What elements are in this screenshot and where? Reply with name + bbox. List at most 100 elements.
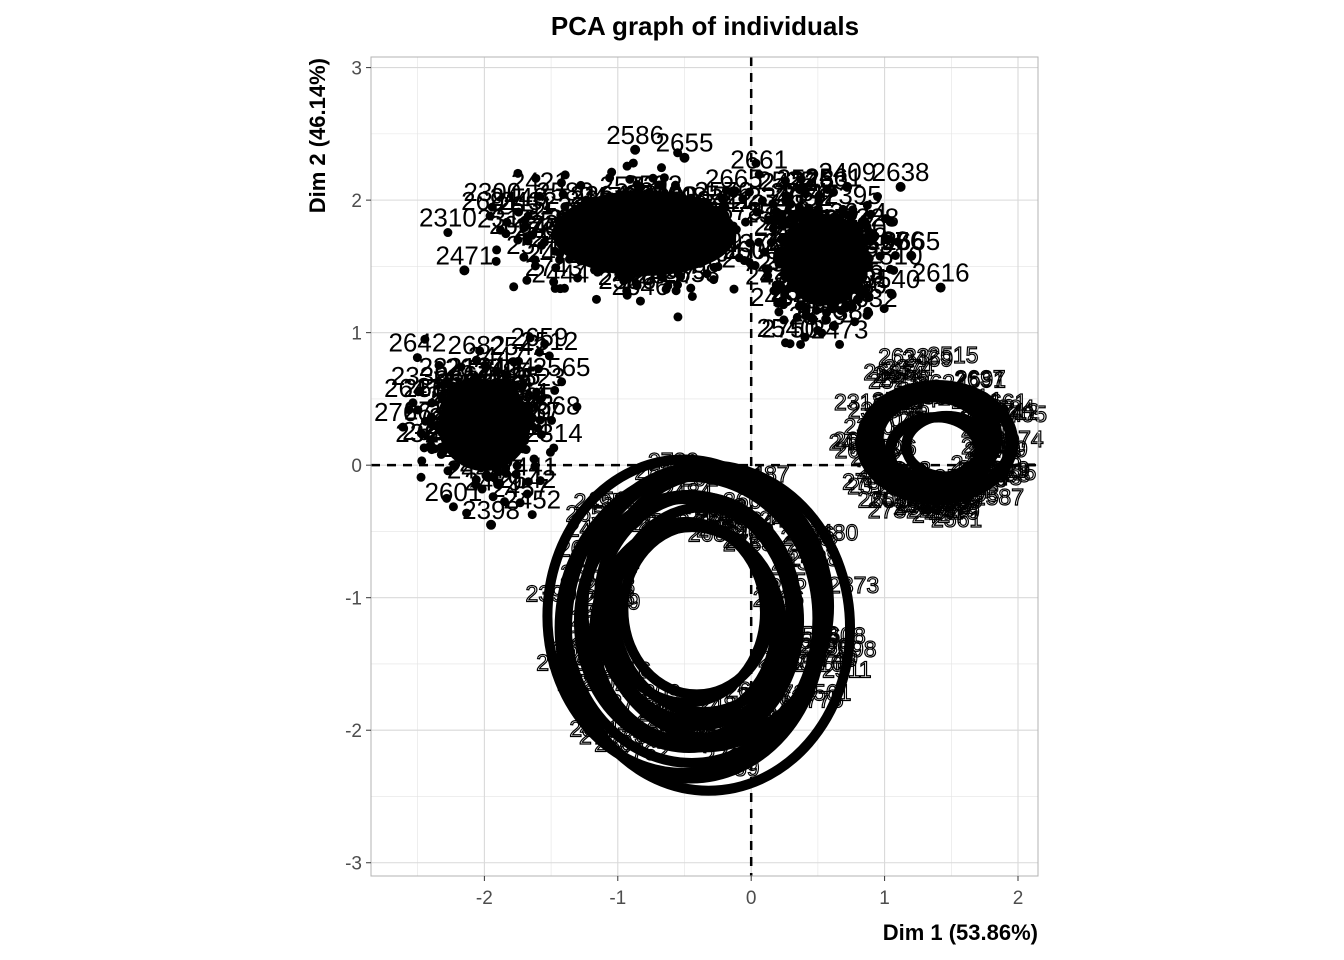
data-point bbox=[586, 224, 596, 234]
data-point bbox=[729, 284, 739, 294]
data-point bbox=[502, 424, 512, 434]
data-point bbox=[594, 202, 604, 212]
data-point bbox=[416, 428, 426, 438]
ring-point-label: 2477 bbox=[759, 506, 810, 532]
labeled-point-marker bbox=[486, 519, 497, 530]
ring-point-label: 2636 bbox=[647, 706, 698, 732]
point-label: 2620 bbox=[601, 247, 659, 277]
ring-point-label: 2741 bbox=[876, 392, 927, 418]
point-label: 2647 bbox=[616, 219, 674, 249]
point-label: 2322 bbox=[530, 209, 588, 239]
labeled-point-marker bbox=[935, 282, 946, 293]
ring-point-label: 2495 bbox=[573, 488, 624, 514]
data-point bbox=[529, 454, 539, 464]
point-label: 2569 bbox=[583, 237, 641, 267]
labeled-point-marker bbox=[842, 181, 853, 192]
ring-point-label: 2396 bbox=[783, 521, 834, 547]
ring-point-label: 2624 bbox=[984, 395, 1035, 421]
point-label: 2678 bbox=[649, 219, 707, 249]
data-point bbox=[850, 317, 860, 327]
data-point bbox=[611, 245, 621, 255]
point-label: 2768 bbox=[470, 394, 528, 424]
point-label: 2541 bbox=[783, 223, 841, 253]
ring-point-label: 2604 bbox=[737, 683, 788, 709]
data-point bbox=[731, 225, 741, 235]
ring-point-label: 2659 bbox=[977, 436, 1028, 462]
point-label: 2671 bbox=[434, 365, 492, 395]
data-point bbox=[426, 441, 436, 451]
point-label: 2585 bbox=[781, 255, 839, 285]
point-label: 2717 bbox=[816, 212, 874, 242]
ring-point-label: 2459 bbox=[956, 466, 1007, 492]
data-point bbox=[632, 180, 642, 190]
data-point bbox=[460, 404, 470, 414]
point-label: 2539 bbox=[789, 300, 847, 330]
point-label: 2617 bbox=[574, 236, 632, 266]
data-point bbox=[607, 167, 617, 177]
data-point bbox=[527, 421, 537, 431]
ring-point-label: 2483 bbox=[929, 468, 980, 494]
point-label: 2389 bbox=[593, 245, 651, 275]
point-label: 2485 bbox=[473, 357, 531, 387]
point-label: 2362 bbox=[678, 244, 736, 274]
data-point bbox=[586, 253, 596, 263]
ring-point-label: 2534 bbox=[886, 386, 937, 412]
ring-point-label: 2427 bbox=[686, 718, 737, 744]
ring-point-label: 2424 bbox=[971, 400, 1022, 426]
y-tick-label: -1 bbox=[345, 589, 362, 610]
data-point bbox=[555, 221, 565, 231]
ring-point-label: 2440 bbox=[969, 435, 1020, 461]
data-point bbox=[804, 280, 814, 290]
data-point bbox=[528, 413, 538, 423]
point-label: 2540 bbox=[862, 264, 920, 294]
labeled-point-marker bbox=[852, 294, 863, 305]
ring-point-label: 2665 bbox=[668, 706, 719, 732]
ring-point-label: 2474 bbox=[640, 696, 691, 722]
point-label: 2390 bbox=[768, 205, 826, 235]
points bbox=[398, 144, 1019, 796]
data-point bbox=[698, 221, 708, 231]
data-point bbox=[591, 264, 601, 274]
data-point bbox=[477, 484, 487, 494]
data-point bbox=[501, 370, 511, 380]
point-label: 2479 bbox=[464, 467, 522, 497]
ring-point-label: 2652 bbox=[850, 444, 901, 470]
data-point bbox=[550, 385, 560, 395]
data-point bbox=[472, 441, 482, 451]
ring-point-label: 2512 bbox=[873, 393, 924, 419]
data-point bbox=[773, 298, 783, 308]
data-point bbox=[639, 257, 649, 267]
point-label: 2647 bbox=[384, 373, 442, 403]
y-tick-label: 1 bbox=[351, 324, 362, 345]
point-label: 2543 bbox=[448, 384, 506, 414]
ring-point-label: 2485 bbox=[874, 463, 925, 489]
data-point bbox=[863, 262, 873, 272]
point-label: 2760 bbox=[516, 212, 574, 242]
point-label: 2757 bbox=[777, 280, 835, 310]
ring-point-label: 2328 bbox=[621, 722, 672, 748]
point-label: 2489 bbox=[813, 211, 871, 241]
data-point bbox=[622, 286, 632, 296]
data-point bbox=[520, 215, 530, 225]
data-point bbox=[812, 291, 822, 301]
data-point bbox=[604, 243, 614, 253]
point-label: 2332 bbox=[760, 258, 818, 288]
ring-point-label: 2534 bbox=[588, 551, 639, 577]
data-point bbox=[661, 194, 671, 204]
ring-point-label: 2742 bbox=[919, 492, 970, 518]
y-axis-title: Dim 2 (46.14%) bbox=[305, 58, 330, 213]
data-point bbox=[662, 206, 672, 216]
data-point bbox=[645, 229, 655, 239]
point-label: 2710 bbox=[625, 197, 683, 227]
ring-point-label: 2325 bbox=[606, 511, 657, 537]
point-label: 2373 bbox=[427, 417, 485, 447]
data-point bbox=[652, 198, 662, 208]
data-point bbox=[717, 194, 727, 204]
data-point bbox=[786, 199, 796, 209]
point-label: 2661 bbox=[730, 145, 788, 175]
point-label: 2729 bbox=[562, 199, 620, 229]
ring-point-label: 2462 bbox=[753, 685, 804, 711]
point-label: 2475 bbox=[771, 205, 829, 235]
ring-point-label: 2318 bbox=[584, 584, 635, 610]
data-point bbox=[829, 303, 839, 313]
